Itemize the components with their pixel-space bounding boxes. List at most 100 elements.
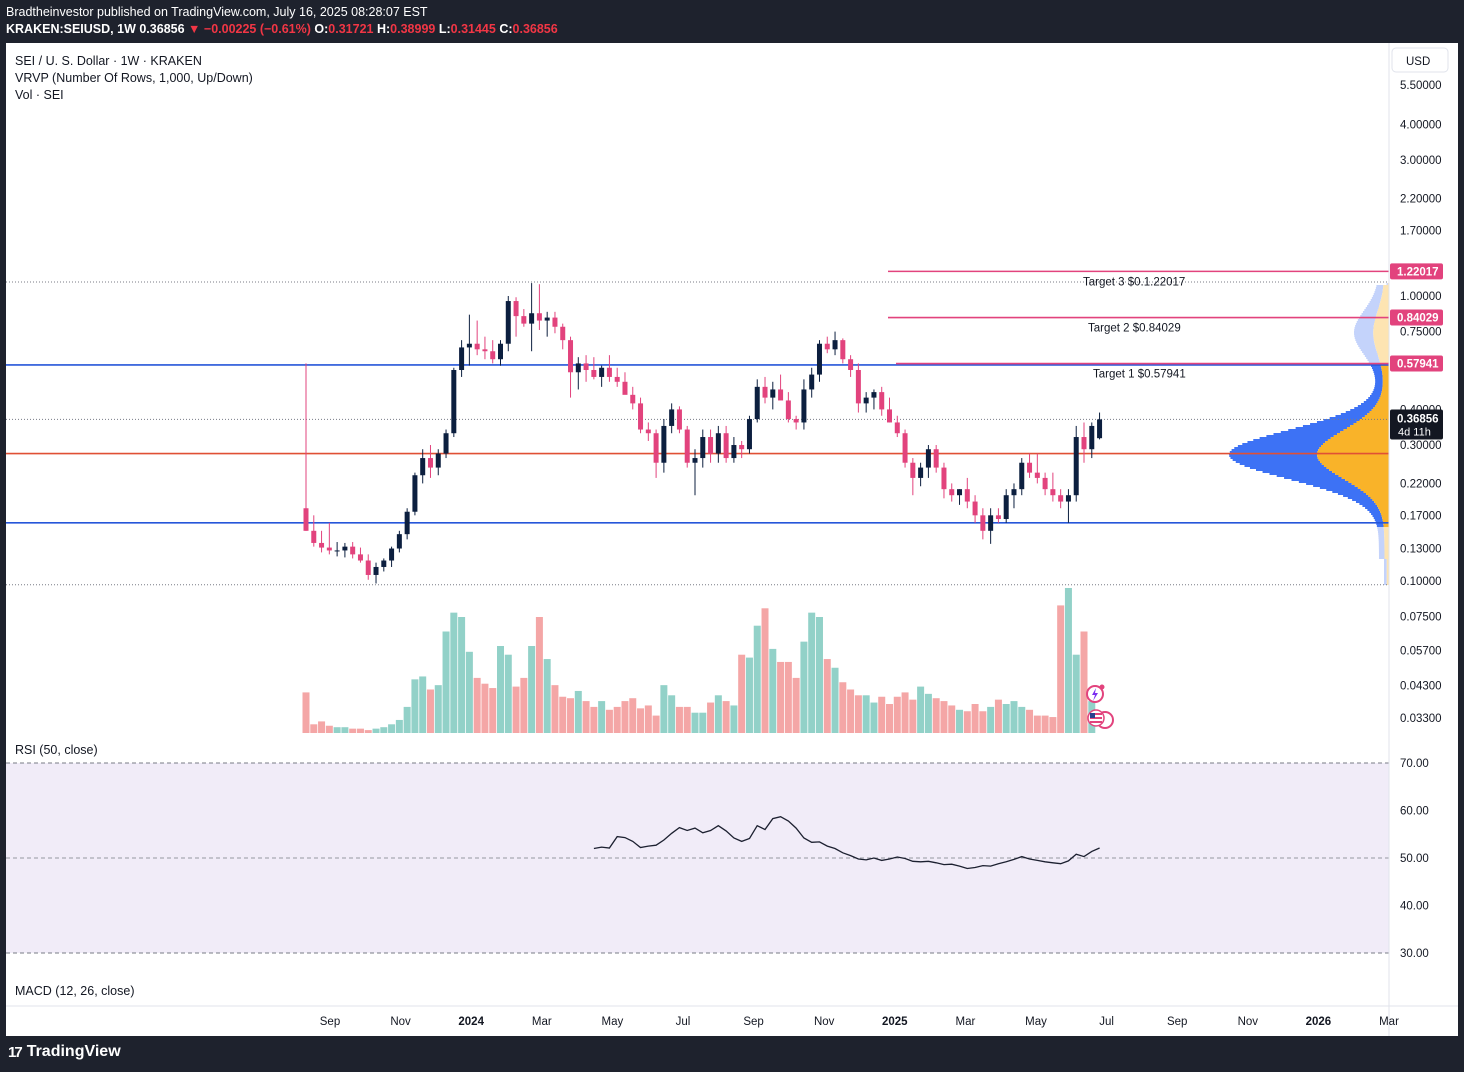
candle-body[interactable] [793, 419, 799, 423]
volume-bar[interactable] [598, 701, 606, 733]
candle-body[interactable] [544, 317, 550, 321]
candle-body[interactable] [536, 313, 542, 321]
candle[interactable] [1073, 425, 1079, 502]
candle-body[interactable] [583, 363, 589, 370]
candle[interactable] [793, 415, 799, 430]
candle-body[interactable] [653, 433, 659, 463]
candle-body[interactable] [482, 349, 488, 352]
candle[interactable] [420, 449, 426, 484]
candle[interactable] [404, 508, 410, 540]
volume-bar[interactable] [839, 682, 847, 733]
volume-bar[interactable] [691, 712, 699, 733]
candle-body[interactable] [871, 392, 877, 398]
volume-bar[interactable] [932, 698, 940, 733]
candle[interactable] [568, 336, 574, 398]
volume-bar[interactable] [567, 698, 575, 733]
candle[interactable] [350, 542, 356, 559]
candle[interactable] [848, 355, 854, 377]
volume-bar[interactable] [551, 685, 559, 733]
candle-body[interactable] [1011, 489, 1017, 496]
candlesticks[interactable] [303, 283, 1103, 584]
candle-body[interactable] [816, 343, 822, 375]
volume-bar[interactable] [520, 677, 528, 733]
candle-body[interactable] [466, 343, 472, 348]
price-tag[interactable]: 0.84029 [1390, 309, 1443, 326]
volume-bar[interactable] [318, 721, 326, 733]
target-label[interactable]: Target 3 $0.1.22017 [1083, 276, 1185, 288]
candle-body[interactable] [661, 425, 667, 463]
candle-body[interactable] [614, 376, 620, 382]
macd-label[interactable]: MACD (12, 26, close) [15, 984, 134, 998]
candle[interactable] [949, 483, 955, 502]
candle-body[interactable] [1034, 472, 1040, 478]
candle-body[interactable] [762, 386, 768, 398]
candle[interactable] [544, 311, 550, 337]
candle[interactable] [1027, 453, 1033, 478]
candle[interactable] [739, 440, 745, 459]
candle[interactable] [443, 429, 449, 459]
candle[interactable] [591, 357, 597, 380]
candle-body[interactable] [879, 392, 885, 410]
candle[interactable] [980, 508, 986, 540]
volume-bar[interactable] [792, 677, 800, 733]
candle[interactable] [933, 445, 939, 473]
candle[interactable] [575, 357, 581, 390]
candle-body[interactable] [591, 369, 597, 377]
volume-bar[interactable] [675, 706, 683, 733]
candle[interactable] [638, 397, 644, 434]
candle[interactable] [918, 462, 924, 487]
volume-bar[interactable] [940, 701, 948, 733]
us-flag-icon[interactable] [1087, 709, 1114, 729]
volume-bar[interactable] [629, 698, 637, 733]
candle[interactable] [778, 374, 784, 401]
volume-bar[interactable] [395, 719, 403, 733]
volume-bar[interactable] [1041, 715, 1049, 733]
volume-bar[interactable] [403, 706, 411, 733]
candle-body[interactable] [1003, 495, 1009, 520]
candle-body[interactable] [785, 400, 791, 420]
volume-bar[interactable] [325, 725, 333, 733]
candle[interactable] [1011, 483, 1017, 509]
candle[interactable] [583, 355, 589, 382]
volume-bar[interactable] [1049, 717, 1057, 733]
candle[interactable] [731, 437, 737, 463]
candle-body[interactable] [700, 437, 706, 459]
candle-body[interactable] [334, 550, 340, 552]
volume-bar[interactable] [862, 695, 870, 733]
candle-body[interactable] [918, 467, 924, 478]
volume-bar[interactable] [1010, 701, 1018, 733]
volume-bar[interactable] [971, 704, 979, 733]
volume-bar[interactable] [543, 659, 551, 733]
candle-body[interactable] [521, 316, 527, 324]
candle-body[interactable] [980, 515, 986, 531]
volume-bar[interactable] [1026, 709, 1034, 733]
volume-bar[interactable] [528, 646, 536, 733]
volume-bar[interactable] [621, 701, 629, 733]
volume-bar[interactable] [994, 699, 1002, 733]
candle-body[interactable] [684, 429, 690, 463]
volume-bar[interactable] [784, 661, 792, 733]
volume-bar[interactable] [722, 701, 730, 733]
candle-body[interactable] [1089, 425, 1095, 450]
candle[interactable] [342, 542, 348, 558]
volume-bar[interactable] [948, 705, 956, 733]
volume-bar[interactable] [831, 667, 839, 733]
candle[interactable] [427, 445, 433, 478]
candle-body[interactable] [435, 453, 441, 468]
candle-body[interactable] [645, 429, 651, 434]
candle-body[interactable] [474, 343, 480, 350]
candle-body[interactable] [389, 548, 395, 561]
candle-body[interactable] [630, 394, 636, 404]
volume-bar[interactable] [434, 685, 442, 733]
volume-bar[interactable] [777, 661, 785, 733]
candle-body[interactable] [746, 419, 752, 450]
time-axis[interactable]: Sep Nov 2024 Mar May Jul Sep Nov 2025 Mar May Jul Se… [320, 1016, 1399, 1028]
candle-body[interactable] [513, 301, 519, 317]
candle-body[interactable] [498, 343, 503, 360]
candle[interactable] [474, 320, 480, 356]
candle-body[interactable] [801, 389, 807, 423]
candle[interactable] [700, 429, 706, 468]
candle-body[interactable] [1081, 437, 1087, 450]
volume-bar[interactable] [652, 715, 660, 733]
candle-body[interactable] [887, 409, 892, 423]
